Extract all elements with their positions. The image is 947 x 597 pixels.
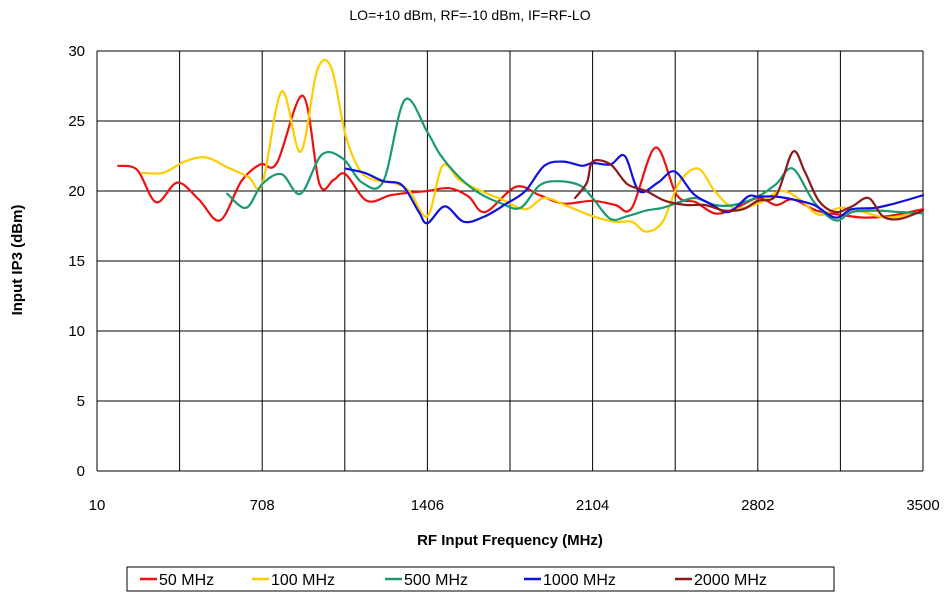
y-axis-title: Input IP3 (dBm): [9, 205, 26, 316]
x-tick-label: 708: [250, 497, 275, 514]
legend-label: 50 MHz: [159, 572, 214, 589]
series-line-2000-mhz: [573, 150, 925, 221]
grid: [96, 50, 924, 472]
y-tick-label: 0: [77, 463, 85, 480]
series-line-50-mhz: [117, 94, 925, 222]
series-line-100-mhz: [140, 58, 925, 233]
x-axis-ticks: 10 708 1406 2104 2802 3500: [89, 497, 940, 514]
y-tick-label: 5: [77, 393, 85, 410]
chart-title: LO=+10 dBm, RF=-10 dBm, IF=RF-LO: [349, 7, 590, 23]
x-tick-label: 3500: [906, 497, 939, 514]
series-lines: [117, 58, 925, 233]
y-axis-ticks: 0 5 10 15 20 25 30: [68, 43, 85, 480]
y-tick-label: 15: [68, 253, 85, 270]
x-axis-title: RF Input Frequency (MHz): [417, 532, 603, 549]
x-tick-label: 1406: [411, 497, 444, 514]
legend-label: 500 MHz: [404, 572, 468, 589]
y-tick-label: 25: [68, 113, 85, 130]
x-tick-label: 2104: [576, 497, 609, 514]
y-tick-label: 20: [68, 183, 85, 200]
y-tick-label: 10: [68, 323, 85, 340]
legend-label: 1000 MHz: [543, 572, 616, 589]
legend-label: 2000 MHz: [694, 572, 767, 589]
series-line-500-mhz: [226, 97, 925, 222]
x-tick-label: 2802: [741, 497, 774, 514]
y-tick-label: 30: [68, 43, 85, 60]
legend-label: 100 MHz: [271, 572, 335, 589]
x-tick-label: 10: [89, 497, 106, 514]
legend-box: [126, 566, 835, 592]
legend: 50 MHz 100 MHz 500 MHz 1000 MHz 2000 MHz: [126, 566, 835, 592]
series-line-1000-mhz: [344, 153, 925, 225]
